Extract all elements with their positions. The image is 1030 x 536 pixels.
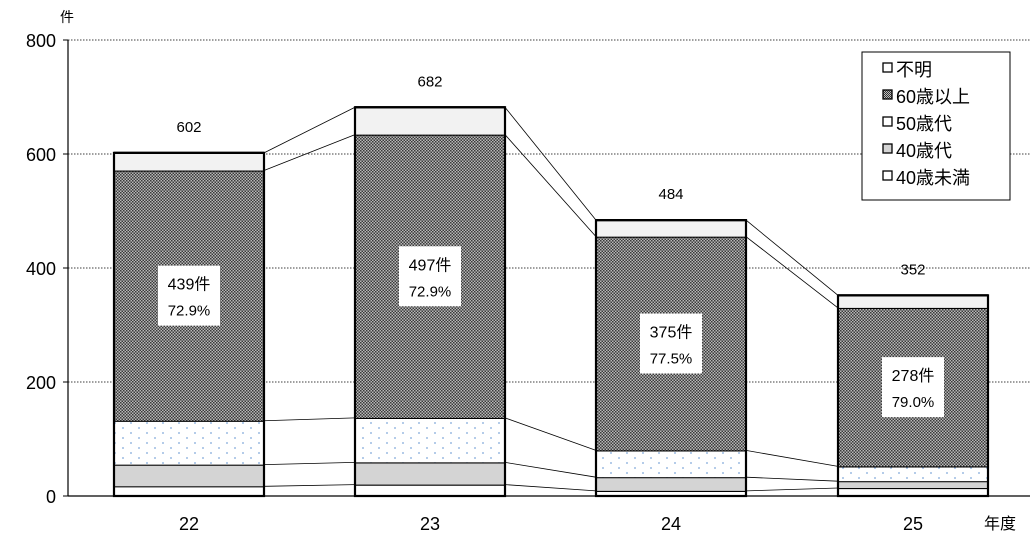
x-tick-label-23: 23 (420, 514, 440, 534)
connector-23-2 (504, 417, 597, 451)
legend: 不明 60歳以上 50歳代 40歳代 40歳未満 (861, 51, 1011, 201)
annotation-percent-23: 72.9% (409, 283, 452, 300)
annotation-count-24: 375件 (650, 324, 693, 342)
annotation-percent-24: 77.5% (650, 351, 693, 368)
bar-24-segment-4 (596, 220, 746, 237)
connector-23-3 (504, 134, 597, 237)
connector-22-0 (263, 484, 356, 487)
legend-swatch-3 (882, 89, 893, 100)
annotation-box-25 (882, 357, 944, 418)
y-tick-label-0: 0 (46, 487, 56, 507)
labels: 0 200 400 600 800 22 602 439件 72.9% 23 682 497件 72.9… (26, 31, 944, 534)
connector-24-0 (745, 487, 839, 492)
legend-label-4: 不明 (896, 60, 932, 80)
total-label-23: 682 (417, 73, 442, 90)
total-label-24: 484 (658, 186, 683, 203)
connector-24-4 (745, 219, 839, 296)
bar-22-segment-2 (114, 420, 264, 465)
bar-23-segment-4 (355, 107, 505, 135)
y-tick-label-200: 200 (26, 373, 56, 393)
bar-22-segment-0 (114, 486, 264, 496)
y-tick-label-400: 400 (26, 259, 56, 279)
legend-swatch-4 (882, 62, 893, 73)
x-tick-label-22: 22 (179, 514, 199, 534)
annotation-count-23: 497件 (409, 256, 452, 274)
connector-22-3 (263, 134, 356, 171)
total-label-25: 352 (900, 261, 925, 278)
connector-24-2 (745, 450, 839, 467)
bar-22-segment-1 (114, 464, 264, 487)
connector-24-3 (745, 236, 839, 309)
y-tick-label-800: 800 (26, 31, 56, 51)
connector-22-2 (263, 417, 356, 422)
connector-22-4 (263, 106, 356, 154)
bar-23-segment-1 (355, 462, 505, 485)
bar-23-segment-2 (355, 417, 505, 463)
connector-24-1 (745, 476, 839, 482)
bar-25-segment-1 (838, 481, 988, 489)
legend-swatch-1 (882, 143, 893, 154)
connector-22-1 (263, 461, 356, 466)
annotation-percent-25: 79.0% (892, 394, 935, 411)
annotation-box-24 (640, 313, 702, 374)
connector-23-1 (504, 461, 597, 478)
bar-25-segment-4 (838, 295, 988, 308)
x-tick-label-25: 25 (903, 514, 923, 534)
legend-label-3: 60歳以上 (896, 87, 970, 107)
x-unit-label: 年度 (984, 515, 1016, 533)
annotation-percent-22: 72.9% (168, 303, 211, 320)
legend-swatch-2 (882, 116, 893, 127)
bar-25-segment-0 (838, 488, 988, 496)
bar-25-segment-2 (838, 466, 988, 482)
bar-24-segment-1 (596, 477, 746, 491)
annotation-box-22 (158, 265, 220, 326)
legend-label-0: 40歳未満 (896, 168, 970, 188)
bar-24-segment-0 (596, 490, 746, 496)
annotation-box-23 (399, 246, 461, 307)
connector-lines (263, 106, 839, 492)
y-tick-label-600: 600 (26, 145, 56, 165)
y-unit-label: 件 (60, 9, 74, 25)
x-tick-label-24: 24 (661, 514, 681, 534)
annotation-count-25: 278件 (892, 367, 935, 385)
legend-swatch-0 (882, 170, 893, 181)
bar-24-segment-2 (596, 450, 746, 478)
connector-23-0 (504, 484, 597, 492)
legend-label-1: 40歳代 (896, 141, 952, 161)
legend-label-2: 50歳代 (896, 114, 952, 134)
bar-23-segment-0 (355, 484, 505, 496)
connector-23-4 (504, 107, 597, 221)
bar-22-segment-4 (114, 152, 264, 171)
total-label-22: 602 (176, 119, 201, 136)
annotation-count-22: 439件 (168, 276, 211, 294)
bars (112, 106, 990, 498)
